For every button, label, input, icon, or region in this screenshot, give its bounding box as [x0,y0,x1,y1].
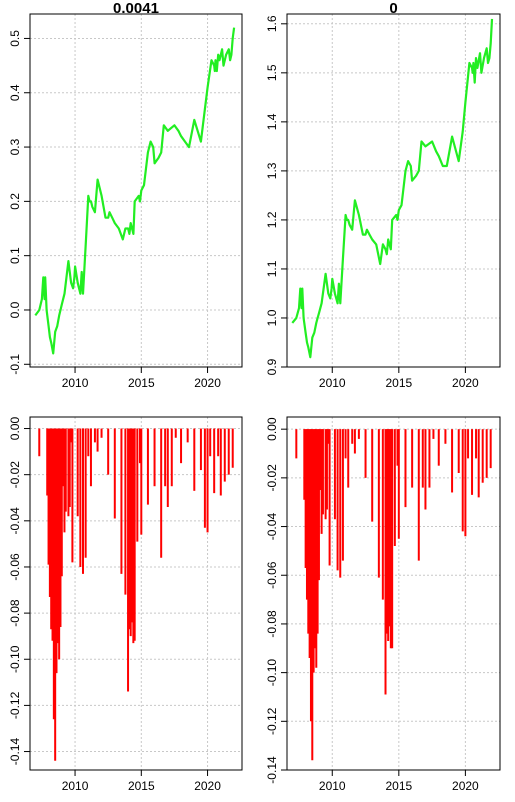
x-tick-label: 2015 [128,779,155,793]
x-tick-label: 2020 [194,376,221,390]
y-tick-label: -0.08 [265,610,279,638]
plot-frame [29,416,243,771]
y-tick-label: 0.00 [8,417,22,441]
y-tick-label: 1.5 [265,64,279,81]
y-tick-label: -0.14 [8,738,22,766]
y-tick-label: -0.1 [8,354,22,375]
x-tick-label: 2015 [385,779,412,793]
y-tick-label: 0.4 [8,84,22,101]
x-tick-label: 2020 [452,779,479,793]
y-tick-label: 1.3 [265,162,279,179]
chart-panel-2: 2010 2015 2020 0.9 1.0 1.1 1.2 1.3 1.4 1.5 1.6 0 [265,0,501,390]
y-tick-label: 0.9 [265,358,279,375]
y-tick-label: 1.1 [265,260,279,277]
y-tick-label: 0.3 [8,138,22,155]
x-tick-label: 2010 [62,779,89,793]
chart-title: 0.0041 [113,0,159,17]
x-tick-label: 2015 [385,376,412,390]
y-tick-label: 0.00 [265,417,279,441]
x-tick-label: 2010 [319,376,346,390]
plot-frame [286,416,501,771]
equity-line [34,27,236,355]
y-tick-label: -0.14 [265,756,279,784]
y-tick-label: -0.12 [265,707,279,735]
y-tick-label: -0.02 [265,464,279,492]
x-tick-label: 2010 [319,779,346,793]
x-tick-label: 2010 [62,376,89,390]
y-tick-label: 1.0 [265,309,279,326]
equity-line [291,18,494,359]
y-tick-label: 0.1 [8,247,22,264]
y-tick-label: 1.4 [265,113,279,130]
y-tick-label: -0.08 [8,599,22,627]
plot-frame [29,13,243,368]
y-tick-label: -0.04 [265,513,279,541]
chart-panel-4: 2010 2015 2020 0.00 -0.02 -0.04 -0.06 -0.08 -0.1… [265,416,501,793]
chart-panel-1: 2010 2015 2020 -0.1 0.0 0.1 0.2 0.3 0.4 0.5 0.0041 [8,0,243,390]
y-tick-label: -0.10 [8,645,22,673]
chart-panel-3: 2010 2015 2020 0.00 -0.02 -0.04 -0.06 -0.08 -0.1… [8,416,243,793]
x-tick-label: 2020 [194,779,221,793]
plot-frame [286,13,501,368]
x-tick-label: 2020 [452,376,479,390]
y-tick-label: 1.2 [265,211,279,228]
y-tick-label: -0.06 [8,553,22,581]
y-tick-label: -0.04 [8,507,22,535]
y-tick-label: 1.6 [265,15,279,32]
y-tick-label: -0.06 [265,561,279,589]
y-tick-label: 0.5 [8,30,22,47]
y-tick-label: -0.12 [8,691,22,719]
y-tick-label: -0.02 [8,461,22,489]
chart-title: 0 [389,0,397,17]
y-tick-label: -0.10 [265,659,279,687]
x-tick-label: 2015 [128,376,155,390]
y-tick-label: 0.2 [8,193,22,210]
y-tick-label: 0.0 [8,301,22,318]
